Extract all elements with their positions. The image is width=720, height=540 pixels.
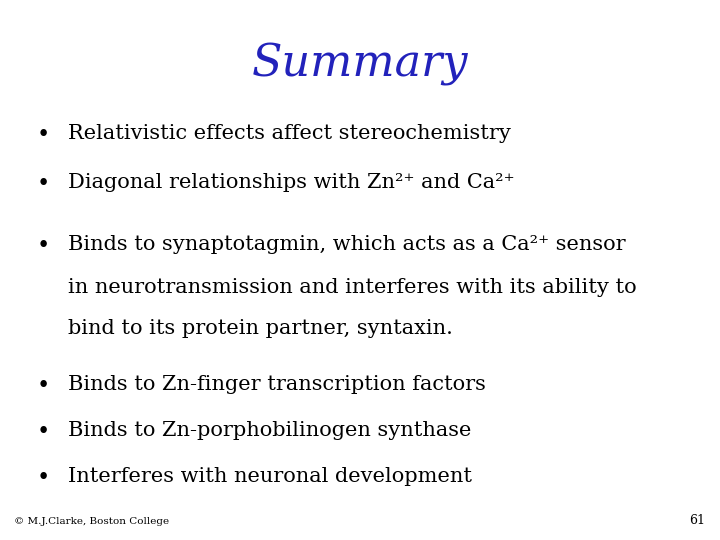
Text: Binds to synaptotagmin, which acts as a Ca²⁺ sensor: Binds to synaptotagmin, which acts as a … xyxy=(68,235,626,254)
Text: bind to its protein partner, syntaxin.: bind to its protein partner, syntaxin. xyxy=(68,319,454,338)
Text: •: • xyxy=(37,124,50,146)
Text: •: • xyxy=(37,173,50,195)
Text: •: • xyxy=(37,235,50,257)
Text: in neurotransmission and interferes with its ability to: in neurotransmission and interferes with… xyxy=(68,278,637,297)
Text: Binds to Zn-porphobilinogen synthase: Binds to Zn-porphobilinogen synthase xyxy=(68,421,472,440)
Text: 61: 61 xyxy=(690,514,706,526)
Text: •: • xyxy=(37,421,50,443)
Text: © M.J.Clarke, Boston College: © M.J.Clarke, Boston College xyxy=(14,517,169,526)
Text: Interferes with neuronal development: Interferes with neuronal development xyxy=(68,467,472,486)
Text: Relativistic effects affect stereochemistry: Relativistic effects affect stereochemis… xyxy=(68,124,511,143)
Text: Binds to Zn-finger transcription factors: Binds to Zn-finger transcription factors xyxy=(68,375,486,394)
Text: •: • xyxy=(37,375,50,397)
Text: •: • xyxy=(37,467,50,489)
Text: Summary: Summary xyxy=(252,43,468,86)
Text: Diagonal relationships with Zn²⁺ and Ca²⁺: Diagonal relationships with Zn²⁺ and Ca²… xyxy=(68,173,515,192)
